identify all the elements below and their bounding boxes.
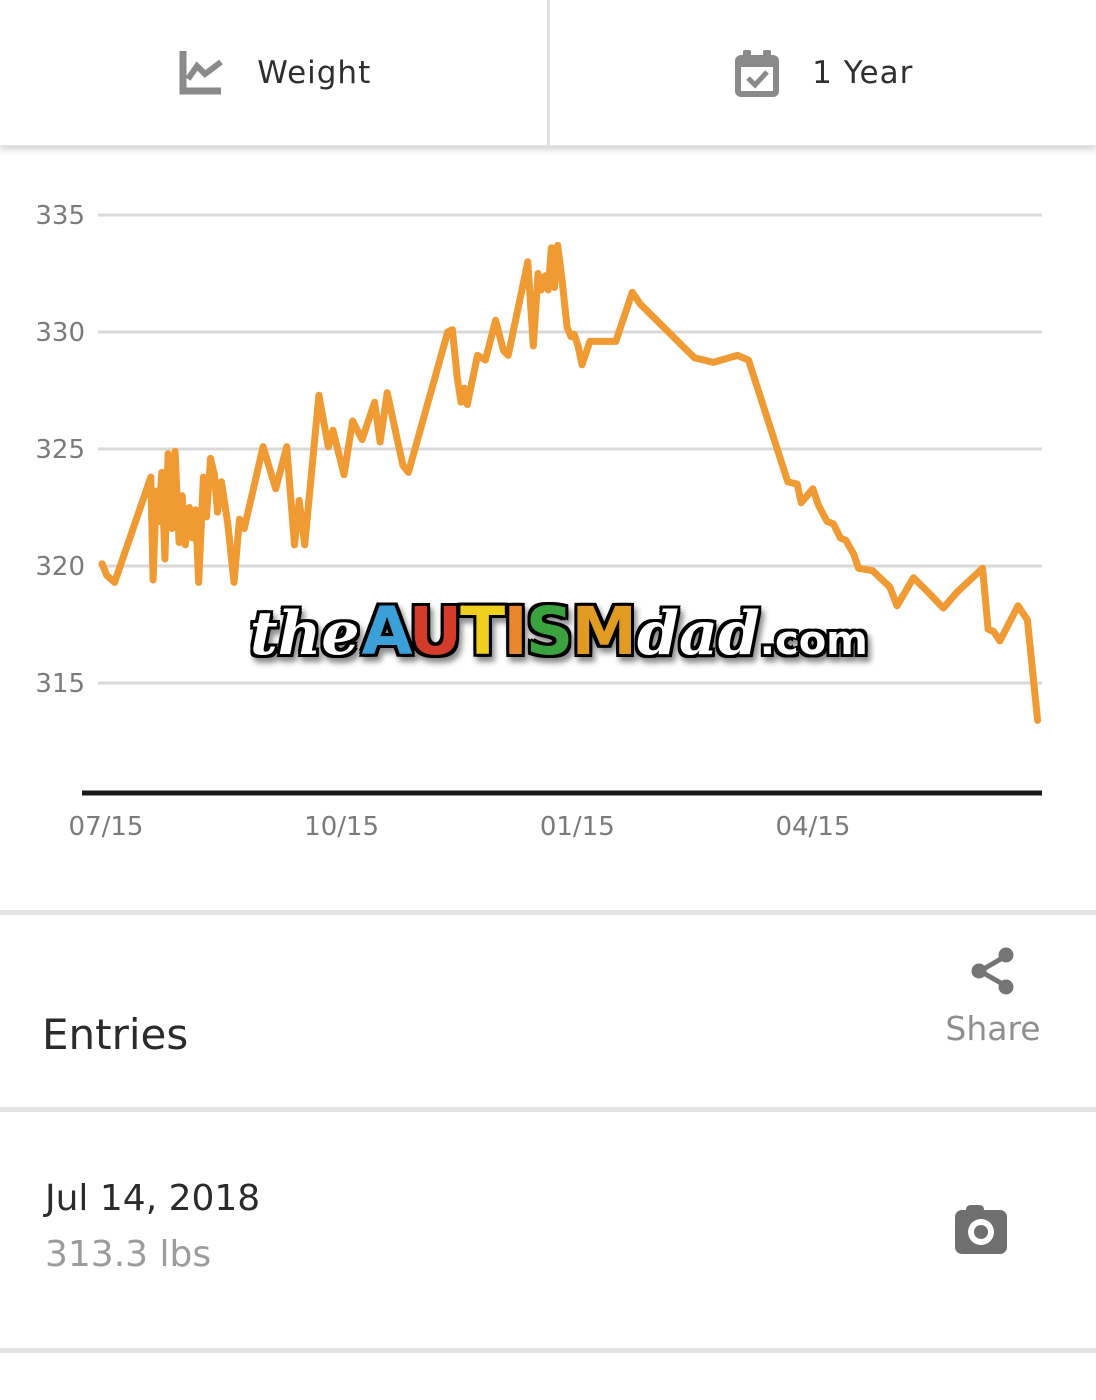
section-divider (0, 1107, 1096, 1112)
x-tick-label-01/15: 01/15 (540, 812, 615, 842)
y-tick-label-330: 330 (35, 318, 85, 348)
tab-period-label: 1 Year (812, 54, 914, 91)
header-divider (546, 0, 550, 145)
weight-line-chart: 335 330 325 320 315 07/15 10/15 01/15 04/15 (35, 201, 1042, 842)
entry-weight: 313.3 lbs (45, 1234, 212, 1275)
line-chart-icon (175, 47, 227, 99)
top-toolbar: Weight 1 Year (0, 0, 1096, 146)
tab-weight-label: Weight (257, 54, 372, 91)
entries-title: Entries (42, 1010, 189, 1059)
share-button[interactable]: Share (938, 945, 1048, 1075)
tab-weight[interactable]: Weight (0, 0, 547, 145)
entry-row[interactable] (0, 1112, 1096, 1348)
calendar-check-icon (732, 47, 782, 99)
share-icon (967, 945, 1019, 1001)
y-tick-label-325: 325 (35, 435, 85, 465)
weight-chart-panel: 335 330 325 320 315 07/15 10/15 01/15 04/15 the … (0, 145, 1096, 910)
section-divider (0, 1348, 1096, 1353)
y-tick-label-315: 315 (35, 669, 85, 699)
tab-period-1year[interactable]: 1 Year (550, 0, 1096, 145)
camera-icon[interactable] (952, 1198, 1010, 1260)
x-tick-label-10/15: 10/15 (304, 812, 379, 842)
section-divider (0, 910, 1096, 915)
entry-date: Jul 14, 2018 (45, 1178, 261, 1219)
y-tick-label-320: 320 (35, 552, 85, 582)
y-tick-label-335: 335 (35, 201, 85, 231)
x-tick-label-04/15: 04/15 (775, 812, 850, 842)
share-label: Share (945, 1009, 1041, 1048)
weight-series-line (98, 241, 1042, 724)
x-tick-label-07/15: 07/15 (69, 812, 144, 842)
entries-header-section (0, 915, 1096, 1107)
